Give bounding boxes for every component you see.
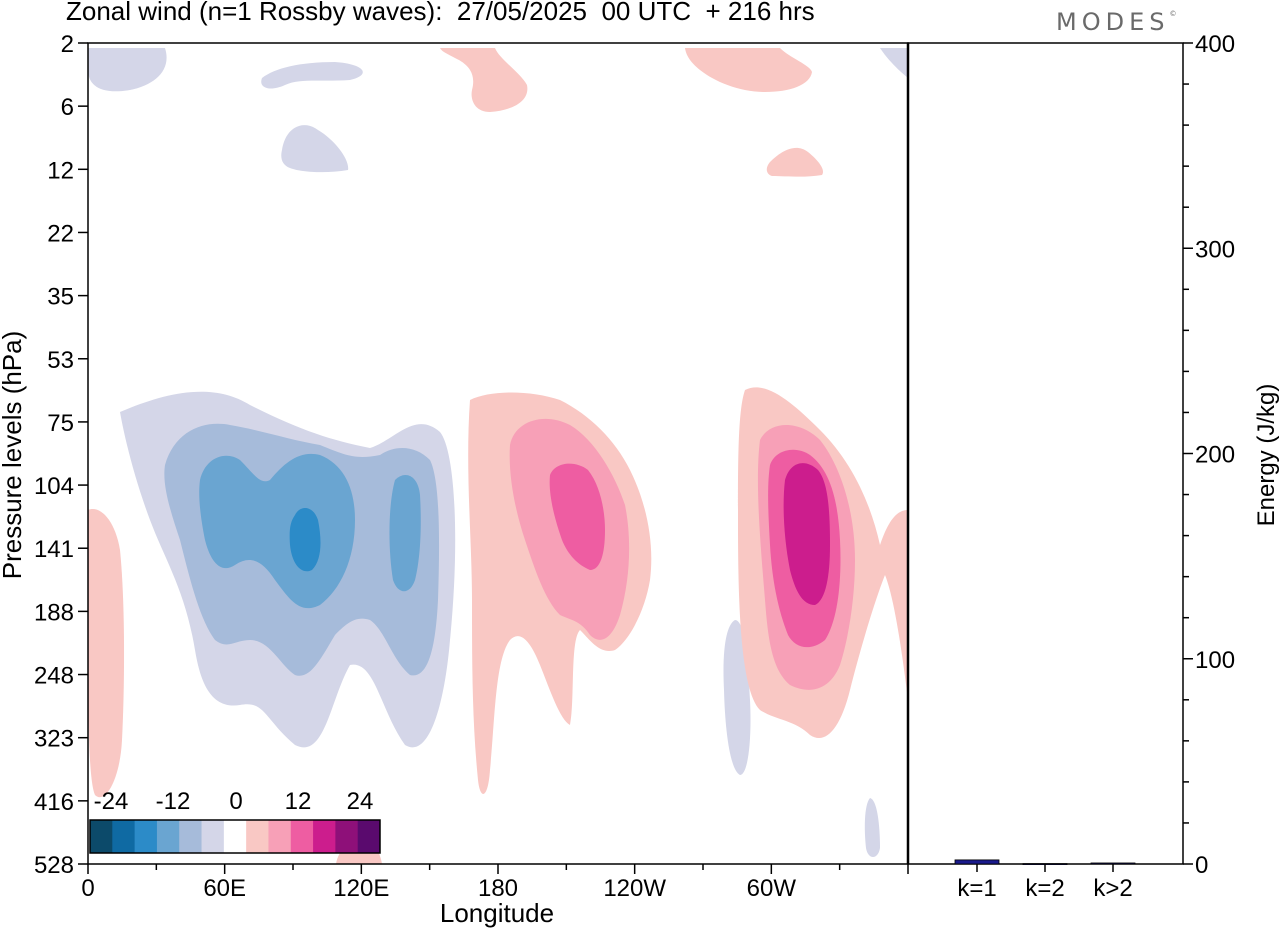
logo-text: MODES [1056,8,1170,36]
y-axis-label: Pressure levels (hPa) [0,331,27,580]
colorbar-swatch [112,820,136,853]
longitude-tick-label: 120E [333,875,389,902]
category-label: k=1 [957,875,996,902]
colorbar-swatch [357,820,381,853]
colorbar-swatch [156,820,180,853]
contour-neg-core [289,508,321,572]
colorbar-swatch [290,820,314,853]
colorbar-frame [89,819,381,854]
longitude-tick-label: 60E [203,875,246,902]
pressure-tick-label: 188 [34,599,74,626]
contour-neg-3 [261,62,363,89]
colorbar-swatch [134,820,158,853]
modes-logo: MODES© [1056,8,1176,36]
colorbar-swatch [268,820,292,853]
colorbar-swatch [313,820,336,853]
category-label: k=2 [1025,875,1064,902]
colorbar-tick-label: -12 [156,788,191,815]
colorbar-swatch [223,820,247,853]
pressure-tick-label: 141 [34,536,74,563]
contour-pos-3 [88,509,125,798]
contour-neg-10 [389,475,421,592]
pressure-tick-label: 22 [47,220,74,247]
x-axis-label: Longitude [440,898,554,928]
energy-axis-label: Energy (J/kg) [1253,384,1280,527]
pressure-tick-label: 104 [34,473,74,500]
pressure-tick-label: 2 [61,31,74,58]
longitude-tick-label: 180 [478,875,518,902]
longitude-tick-label: 120W [603,875,666,902]
contour-pos-core [783,463,830,605]
pressure-axis: 2 6 12 22 35 53 75 104 141 188 248 323 416 528 [34,31,88,879]
category-label: k>2 [1093,875,1132,902]
longitude-tick-label: 0 [81,875,94,902]
contour-pos-4 [440,48,528,112]
bar-panel-frame [907,42,1184,865]
energy-bar [954,859,1000,865]
pressure-tick-label: 248 [34,663,74,690]
colorbar [89,819,381,854]
contour-pos-10 [549,463,605,570]
longitude-axis: 0 60E 120E 180 120W 60W [81,864,909,902]
energy-tick-label: 400 [1195,31,1235,58]
energy-axis: 0 100 200 300 400 [1183,31,1235,879]
energy-bars [954,859,1136,872]
energy-tick-label: 100 [1195,647,1235,674]
pressure-tick-label: 53 [47,347,74,374]
colorbar-tick-label: -24 [94,788,129,815]
contour-neg-7 [880,48,908,78]
contour-pos-5 [685,48,812,92]
contour-neg-5 [723,620,751,775]
wavenumber-labels: k=1 k=2 k>2 [957,875,1132,902]
colorbar-swatch [90,820,113,853]
colorbar-swatch [335,820,359,853]
pressure-tick-label: 6 [61,94,74,121]
colorbar-tick-label: 0 [229,788,242,815]
contour-neg-6 [864,798,880,857]
energy-tick-label: 300 [1195,236,1235,263]
colorbar-tick-label: 24 [347,788,374,815]
logo-mark: © [1169,10,1177,18]
pressure-tick-label: 416 [34,789,74,816]
colorbar-labels: -24 -12 0 12 24 [94,788,374,815]
colorbar-swatch [201,820,225,853]
contour-field [88,48,908,864]
contour-neg-4 [281,125,349,173]
contour-pos-6 [766,147,824,177]
contour-neg-9 [199,453,355,609]
longitude-tick-label: 60W [747,875,797,902]
colorbar-swatch [179,820,203,853]
colorbar-tick-label: 12 [285,788,312,815]
chart-title: Zonal wind (n=1 Rossby waves): 27/05/202… [66,0,815,26]
energy-bar [1090,862,1136,865]
colorbar-swatch [246,820,269,853]
pressure-tick-label: 323 [34,726,74,753]
pressure-tick-label: 35 [47,284,74,311]
pressure-tick-label: 12 [47,157,74,184]
energy-tick-label: 0 [1195,852,1208,879]
pressure-tick-label: 75 [47,410,74,437]
contour-neg-2 [88,48,167,92]
pressure-tick-label: 528 [34,852,74,879]
energy-tick-label: 200 [1195,442,1235,469]
